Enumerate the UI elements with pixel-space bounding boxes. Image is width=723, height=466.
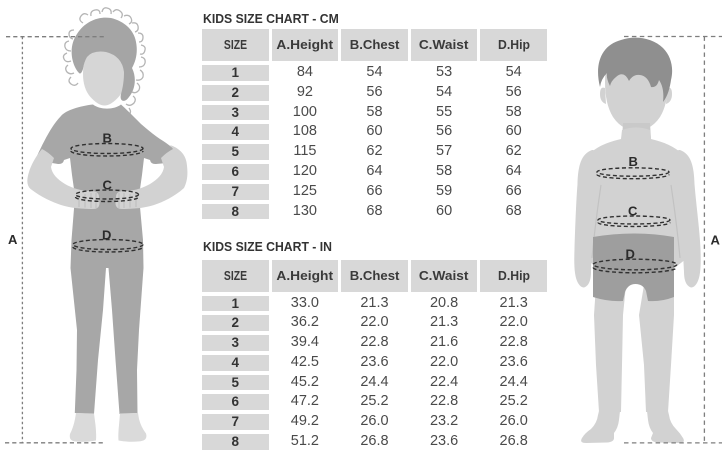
svg-text:D: D — [102, 228, 111, 243]
svg-text:B: B — [629, 154, 638, 169]
svg-text:A: A — [711, 233, 721, 248]
svg-text:B: B — [103, 131, 112, 146]
svg-text:C: C — [103, 178, 113, 193]
svg-text:D: D — [626, 247, 635, 262]
svg-text:C: C — [628, 204, 638, 219]
svg-text:A: A — [8, 232, 18, 247]
